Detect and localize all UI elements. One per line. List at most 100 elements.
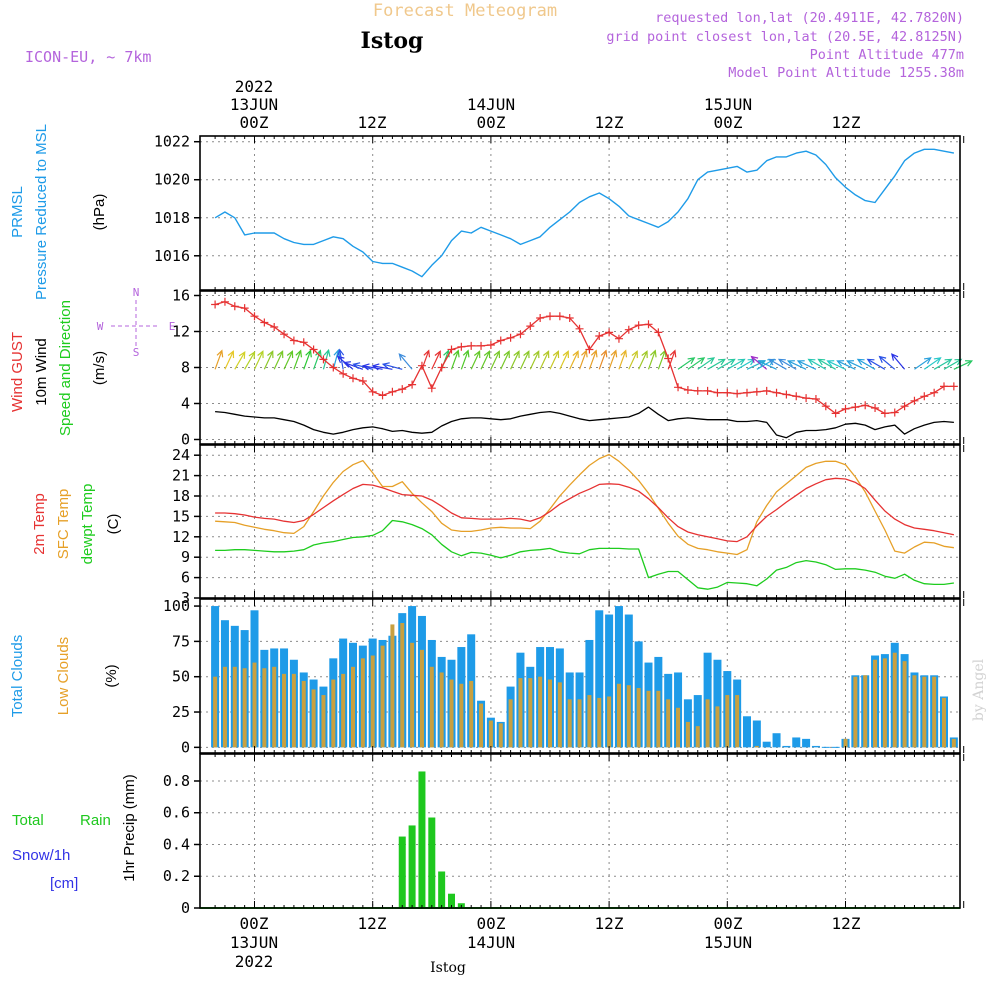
low-cloud-bar [882, 658, 887, 748]
total-cloud-bar [752, 720, 761, 748]
wind-barb-head [337, 348, 345, 357]
low-cloud-bar [419, 649, 424, 748]
gust-marker [526, 322, 535, 331]
temp-sfc-label: SFC Temp [55, 489, 72, 560]
wind-barb-head [923, 357, 932, 365]
wind-barb [878, 355, 896, 370]
wind-barb-head [600, 349, 608, 358]
total-cloud-bar [614, 606, 623, 748]
wind-barb-head [737, 358, 746, 366]
compass-w: W [97, 320, 104, 333]
y-tick-label: 75 [172, 632, 190, 650]
wind-barb-head [757, 360, 766, 367]
top-tick-12z-2: 12Z [595, 113, 624, 132]
y-tick-label: 15 [172, 507, 190, 525]
top-date-13jun: 13JUN [230, 95, 278, 114]
gust-marker [230, 302, 239, 311]
wind-barb [371, 363, 393, 371]
low-cloud-bar [410, 642, 415, 748]
wind-10m-label: 10m Wind [33, 338, 50, 406]
gust-marker [624, 325, 633, 334]
dewpoint-line [215, 519, 954, 590]
wind-barb-head [342, 361, 351, 368]
wind-barb-head [336, 355, 345, 363]
low-cloud-bar [725, 695, 730, 748]
wind-gust-label: Wind GUST [9, 332, 26, 412]
wind-barb-head [669, 349, 677, 358]
gust-marker [546, 312, 554, 321]
y-tick-label: 50 [172, 668, 190, 686]
bottom-tick-12z-1: 12Z [358, 914, 387, 933]
wind-10m-line [215, 406, 954, 439]
wind-barb-shaft [953, 360, 973, 370]
footer-station: Istog [430, 960, 466, 976]
top-tick-00z-3: 00Z [714, 113, 743, 132]
compass-s: S [133, 346, 140, 359]
wind-barb-shaft [808, 358, 827, 370]
y-tick-label: 0 [181, 899, 190, 917]
wind-barb-shaft [293, 350, 302, 370]
gust-marker [457, 342, 466, 351]
wind-barb-head [352, 362, 361, 370]
station-name: Istog [361, 28, 424, 54]
wind-barb-head [581, 349, 588, 358]
gust-marker [299, 338, 308, 347]
gust-marker [762, 386, 771, 395]
wind-barb-shaft [578, 350, 587, 370]
gust-marker [644, 320, 653, 329]
wind-barb-head [750, 355, 759, 363]
wind-barb-shaft [608, 350, 617, 370]
wind-barb [817, 358, 836, 370]
total-cloud-bar [811, 745, 820, 748]
wind-barb-head [483, 350, 491, 359]
wind-barb-shaft [638, 351, 648, 370]
wind-barb-head [697, 357, 706, 365]
wind-barb-head [333, 348, 341, 357]
wind-barb-shaft [569, 351, 579, 370]
clouds-units: (%) [103, 664, 120, 687]
wind-barb [421, 349, 431, 370]
pressure-label-2: Pressure Reduced to MSL [33, 124, 50, 300]
wind-barb-shaft [263, 351, 274, 370]
gust-marker [447, 345, 456, 354]
gust-marker [260, 318, 269, 327]
wind-barb [549, 350, 560, 370]
ticks-layer: 1016101810201022048121636912151821240255… [154, 133, 965, 917]
gust-marker [506, 333, 515, 342]
low-cloud-bar [222, 666, 227, 748]
wind-barb-head [473, 350, 481, 359]
wind-barb-head [777, 358, 786, 366]
low-cloud-bar [469, 680, 474, 748]
wind-barb-shaft [707, 358, 726, 370]
wind-barb-head [462, 349, 470, 358]
gust-marker [388, 387, 397, 396]
wind-barb-shaft [598, 350, 607, 370]
wind-barb-head [452, 349, 460, 358]
wind-barb-shaft [460, 350, 469, 370]
wind-barb-head [866, 358, 875, 366]
low-cloud-bar [370, 655, 375, 748]
low-cloud-bar [479, 703, 484, 748]
top-tick-12z-1: 12Z [358, 113, 387, 132]
wind-barb-head [836, 360, 845, 367]
low-cloud-bar [636, 688, 641, 748]
wind-barb [647, 349, 657, 370]
bottom-year-label: 2022 [235, 952, 274, 971]
low-cloud-bar [932, 676, 937, 748]
wind-barb-shaft [736, 358, 755, 370]
wind-barb [460, 349, 470, 370]
gust-marker [614, 334, 623, 343]
rain-bar [428, 817, 436, 908]
gust-marker [368, 387, 377, 396]
low-cloud-bar [942, 697, 946, 748]
low-cloud-bar [232, 666, 237, 748]
low-cloud-bar [853, 676, 858, 748]
wind-barb [638, 350, 648, 370]
precip-units: 1hr Precip (mm) [121, 774, 138, 882]
wind-barb-shaft [559, 351, 569, 370]
low-cloud-bar [666, 699, 671, 748]
gust-marker [408, 380, 417, 389]
bottom-date-13jun: 13JUN [230, 933, 278, 952]
gust-marker [378, 391, 387, 400]
